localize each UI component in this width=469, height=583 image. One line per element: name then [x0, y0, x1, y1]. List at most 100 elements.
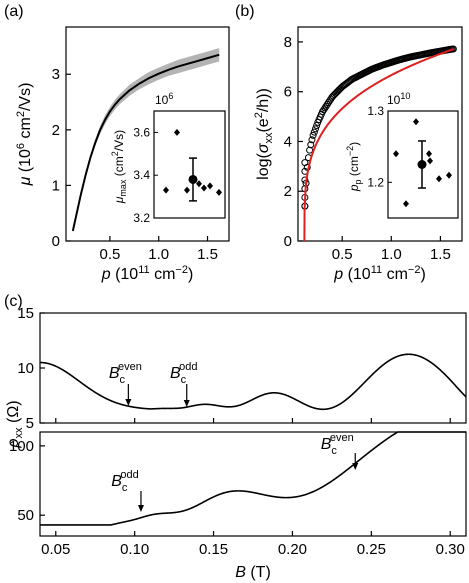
mobility-band	[72, 48, 220, 231]
a-xlabel: p (1011 cm−2)	[101, 264, 194, 283]
conductivity-point	[321, 104, 329, 112]
plot-c-bottom-frame	[39, 431, 467, 537]
inset-b-point	[413, 118, 419, 126]
a-ylabel: μ (106 cm2/Vs)	[15, 83, 34, 187]
conductivity-point	[449, 45, 457, 53]
b-ytick-label: 4	[284, 133, 292, 150]
inset-a-point	[216, 188, 222, 196]
annotation-bc-odd-bottom: Bcodd	[111, 469, 139, 494]
c-bottom-xtick-label: 0.10	[120, 541, 149, 558]
mobility-line	[71, 53, 220, 232]
c-ylabel: ρxx (Ω)	[5, 400, 25, 448]
a-xtick-label: 1.0	[148, 246, 169, 263]
inset-b-point	[426, 150, 432, 158]
c-bottom-xlabel: B (T)	[235, 564, 271, 581]
c-bottom-xtick-label: 0.25	[357, 541, 386, 558]
b-xlabel: p (1011 cm−2)	[333, 264, 426, 283]
b-xtick-label: 1.5	[430, 246, 451, 263]
inset-a-ytick-label: 3.2	[133, 211, 150, 225]
inset-a-ylabel: μmax (cm2/Vs)	[110, 130, 128, 204]
c-top-ytick-label: 5	[26, 415, 34, 432]
conductivity-point	[324, 99, 332, 107]
conductivity-point	[319, 108, 327, 116]
inset-a-point	[196, 180, 202, 188]
inset-b-point	[393, 150, 399, 158]
inset-a-multiplier: 106	[155, 91, 173, 107]
c-bottom-xtick-label: 0.20	[278, 541, 307, 558]
inset-a-frame	[153, 110, 226, 219]
plot-b-frame	[297, 26, 463, 242]
annotation-arrow-head	[137, 505, 144, 512]
conductivity-point	[323, 100, 331, 108]
conductivity-point	[326, 97, 334, 105]
conductivity-points	[301, 45, 457, 210]
rho-top-curve	[40, 353, 467, 411]
inset-a-point	[163, 186, 169, 194]
conductivity-point	[332, 89, 340, 97]
annotation-bc-even-top: Bceven	[109, 361, 142, 386]
annotation-arrow-head	[352, 463, 359, 470]
conductivity-point	[334, 87, 342, 95]
a-ytick-label: 2	[52, 122, 60, 139]
inset-b-point	[436, 175, 442, 183]
inset-b-point	[446, 171, 452, 179]
c-bottom-xtick-label: 0.30	[436, 541, 465, 558]
annotation-bc-odd-top: Bcodd	[170, 361, 198, 386]
conductivity-point	[333, 88, 341, 96]
c-bottom-ytick-label: 100	[9, 438, 34, 455]
conductivity-point	[309, 131, 317, 139]
inset-a-point	[174, 128, 180, 136]
conductivity-point	[307, 141, 315, 149]
conductivity-point	[329, 92, 337, 100]
plot-a-frame	[65, 26, 230, 242]
c-top-ytick-label: 15	[17, 305, 34, 322]
annotation-arrow-head	[125, 399, 132, 406]
a-ytick-label: 1	[52, 177, 60, 194]
inset-a-ytick-label: 3.4	[133, 168, 150, 182]
inset-b-point	[427, 157, 433, 165]
panel-label-b: (b)	[235, 3, 255, 20]
conductivity-point	[310, 128, 318, 136]
inset-b-ylabel: pp (cm−2)	[345, 142, 363, 192]
b-ytick-label: 2	[284, 183, 292, 200]
b-xtick-label: 0.5	[332, 246, 353, 263]
annotation-bc-even-bottom: Bceven	[321, 432, 354, 457]
conductivity-point	[308, 136, 316, 144]
inset-a-mean	[188, 174, 198, 184]
inset-b-point	[403, 200, 409, 208]
inset-a-ytick-label: 3.6	[133, 125, 150, 139]
conductivity-point	[322, 102, 330, 110]
a-xtick-label: 0.5	[99, 246, 120, 263]
b-ytick-label: 8	[284, 34, 292, 51]
conductivity-fit-line	[303, 48, 455, 242]
b-ylabel: log(σxx(e2/h))	[253, 88, 275, 180]
a-ytick-label: 0	[52, 233, 60, 250]
c-bottom-ytick-label: 50	[17, 507, 34, 524]
a-xtick-label: 1.5	[197, 246, 218, 263]
c-bottom-xtick-label: 0.05	[41, 541, 70, 558]
inset-a-point	[207, 182, 213, 190]
conductivity-point	[335, 86, 343, 94]
conductivity-point	[313, 122, 321, 130]
panel-label-a: (a)	[4, 3, 24, 20]
inset-a-point	[184, 186, 190, 194]
conductivity-point	[301, 159, 309, 167]
b-ytick-label: 0	[284, 233, 292, 250]
rho-bottom-curve	[40, 431, 466, 526]
b-ytick-label: 6	[284, 84, 292, 101]
panel-label-c: (c)	[4, 293, 23, 310]
conductivity-point	[330, 91, 338, 99]
plot-c-top-frame	[39, 312, 467, 424]
inset-b-multiplier: 1010	[387, 91, 410, 107]
c-top-ytick-label: 10	[17, 360, 34, 377]
inset-b-mean	[417, 160, 427, 169]
inset-b-ytick-label: 1.3	[367, 104, 384, 118]
c-bottom-xtick-label: 0.15	[199, 541, 228, 558]
conductivity-point	[311, 125, 319, 133]
inset-a-point	[201, 184, 207, 192]
conductivity-point	[301, 176, 309, 184]
conductivity-point	[320, 106, 328, 114]
annotation-arrow-head	[183, 400, 190, 407]
a-ytick-label: 3	[52, 66, 60, 83]
